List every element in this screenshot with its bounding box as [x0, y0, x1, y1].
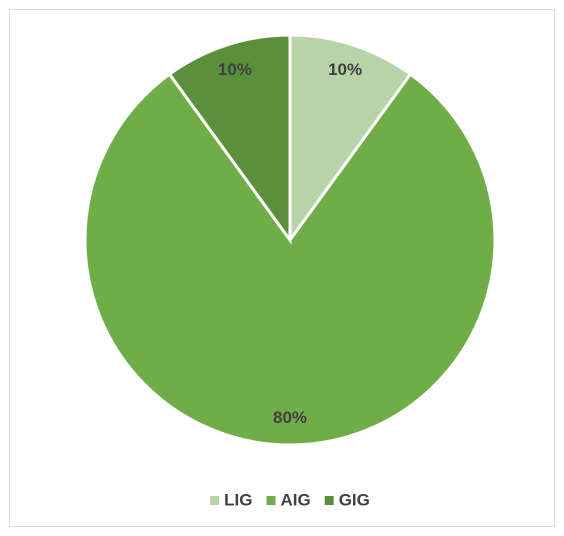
legend-swatch: [210, 496, 220, 505]
legend-swatch: [324, 496, 334, 505]
data-label: 10%: [218, 60, 252, 79]
pie-slice: [288, 33, 413, 245]
pie-slice: [167, 33, 292, 245]
legend-label: LIG: [224, 490, 252, 509]
data-label: 10%: [328, 60, 362, 79]
legend-swatch: [266, 496, 276, 505]
legend-label: AIG: [280, 490, 310, 509]
pie-slice: [83, 72, 497, 447]
legend-label: GIG: [339, 490, 370, 509]
data-label: 80%: [273, 408, 307, 427]
